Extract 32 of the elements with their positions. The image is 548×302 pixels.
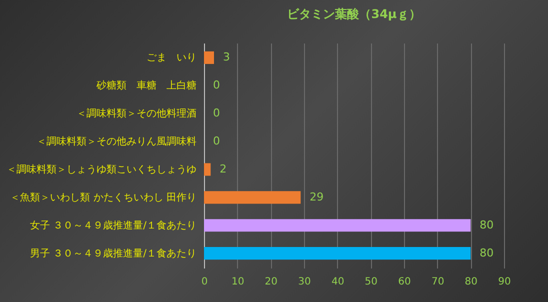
bar: [204, 219, 471, 232]
y-tick-label: 砂糖類 車糖 上白糖: [96, 80, 196, 92]
data-label: 0: [213, 134, 220, 148]
data-label: 0: [213, 78, 220, 92]
y-tick-label: ＜魚類＞いわし類 かたくちいわし 田作り: [10, 191, 196, 204]
x-tick-label: 20: [264, 276, 278, 288]
data-label: 2: [220, 162, 227, 176]
data-label: 29: [310, 190, 324, 204]
x-tick-label: 60: [398, 276, 411, 288]
data-label: 80: [480, 218, 494, 232]
bar: [204, 247, 471, 260]
chart-title: ビタミン葉酸（34μｇ）: [287, 7, 421, 21]
y-tick-label: 女子 ３０～４９歳推進量/１食あたり: [30, 219, 196, 232]
x-tick-label: 80: [464, 276, 478, 288]
x-tick-label: 50: [364, 276, 378, 288]
y-tick-label: ＜調味料類＞その他みりん風調味料: [36, 136, 196, 148]
x-tick-label: 70: [431, 276, 444, 288]
y-tick-label: ＜調味料類＞その他料理酒: [76, 108, 196, 120]
bar: [204, 51, 214, 64]
data-label: 80: [480, 246, 494, 260]
x-tick-label: 0: [201, 276, 208, 288]
x-tick-label: 10: [231, 276, 244, 288]
x-tick-label: 90: [498, 276, 511, 288]
y-tick-label: ごま いり: [146, 52, 196, 64]
data-label: 3: [223, 50, 230, 64]
bar: [204, 163, 211, 176]
x-tick-label: 30: [298, 276, 311, 288]
bar: [204, 191, 301, 204]
y-tick-label: 男子 ３０～４９歳推進量/１食あたり: [30, 247, 196, 260]
data-label: 0: [213, 106, 220, 120]
y-tick-label: ＜調味料類＞しょうゆ類こいくちしょうゆ: [6, 163, 196, 176]
x-tick-label: 40: [331, 276, 344, 288]
